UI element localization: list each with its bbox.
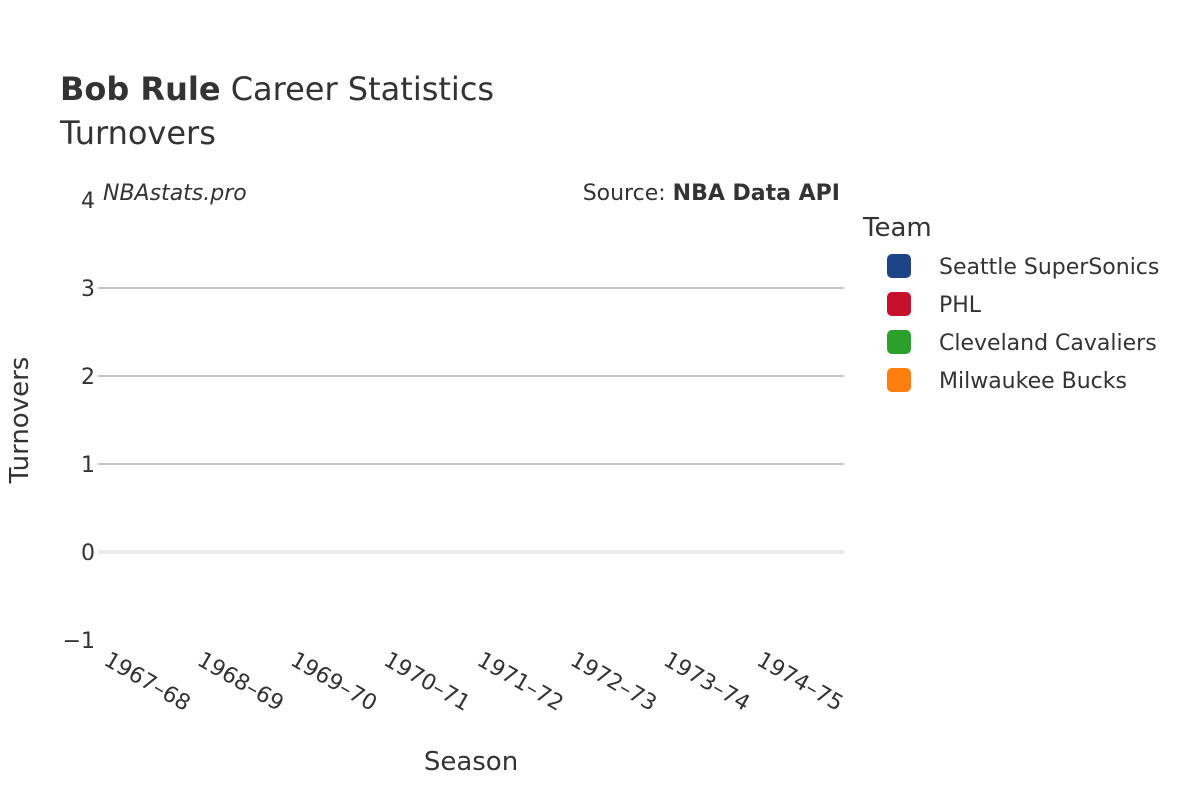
x-tick-label: 1968–69 (193, 648, 288, 717)
legend-item[interactable]: PHL (887, 292, 982, 318)
legend-swatch (887, 292, 911, 316)
x-tick-label: 1974–75 (752, 648, 847, 717)
y-axis-title: Turnovers (5, 357, 35, 485)
source-credit: Source: NBA Data API (583, 181, 840, 206)
x-axis-title: Season (424, 747, 518, 777)
chart-title-rest: Career Statistics (221, 70, 495, 108)
y-tick-label: −1 (63, 629, 95, 654)
watermark: NBAstats.pro (103, 181, 247, 206)
legend-swatch (887, 368, 911, 392)
legend-label: Seattle SuperSonics (939, 255, 1159, 280)
y-tick-label: 1 (81, 453, 95, 478)
legend-label: PHL (939, 293, 982, 318)
legend: Seattle SuperSonics PHL Cleveland Cavalier… (887, 254, 1159, 394)
x-tick-label: 1970–71 (379, 648, 474, 717)
y-axis-ticks: −1 0 1 2 3 4 (63, 189, 95, 654)
legend-label: Milwaukee Bucks (939, 369, 1127, 394)
legend-item[interactable]: Cleveland Cavaliers (887, 330, 1157, 356)
chart-title-player: Bob Rule (60, 70, 221, 108)
legend-label: Cleveland Cavaliers (939, 331, 1157, 356)
y-tick-label: 4 (81, 189, 95, 214)
y-tick-label: 0 (81, 541, 95, 566)
legend-swatch (887, 330, 911, 354)
legend-item[interactable]: Seattle SuperSonics (887, 254, 1159, 280)
legend-swatch (887, 254, 911, 278)
gridlines (98, 287, 844, 554)
source-name: NBA Data API (673, 181, 840, 206)
x-tick-label: 1971–72 (473, 648, 568, 717)
x-axis-ticks: 1967–681968–691969–701970–711971–721972–… (100, 648, 848, 717)
source-prefix: Source: (583, 181, 673, 206)
chart-title: Bob Rule Career Statistics (60, 70, 494, 108)
chart-subtitle: Turnovers (59, 114, 216, 152)
x-tick-label: 1969–70 (286, 648, 381, 717)
x-tick-label: 1973–74 (659, 648, 754, 717)
y-tick-label: 2 (81, 365, 95, 390)
x-tick-label: 1972–73 (566, 648, 661, 717)
legend-item[interactable]: Milwaukee Bucks (887, 368, 1127, 394)
x-tick-label: 1967–68 (100, 648, 195, 717)
legend-title: Team (862, 213, 932, 243)
y-tick-label: 3 (81, 277, 95, 302)
